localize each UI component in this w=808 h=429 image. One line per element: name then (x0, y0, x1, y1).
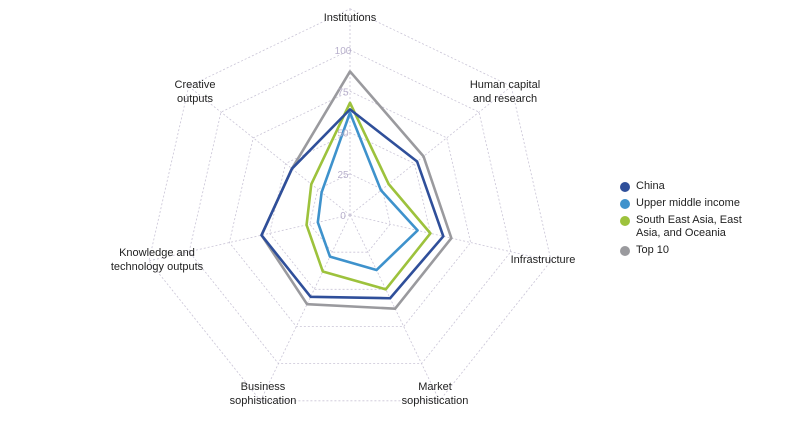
legend: China Upper middle income South East Asia,… (620, 180, 795, 261)
series-line-south-east-asia-east-asia-and-oceania (305, 101, 432, 291)
tick-label: 0 (340, 211, 346, 222)
legend-swatch (620, 182, 630, 192)
legend-swatch (620, 199, 630, 209)
axis-label: Infrastructure (510, 254, 576, 266)
legend-item: Top 10 (620, 244, 795, 257)
series-line-china (260, 108, 445, 300)
legend-item: China (620, 180, 795, 193)
axis-label: Human capital and research (469, 79, 541, 105)
tick-label: 100 (335, 46, 352, 57)
series-line-upper-middle-income (316, 111, 419, 272)
axis-label: Business sophistication (229, 381, 297, 407)
grid-ring (188, 49, 512, 365)
legend-label: China (636, 180, 665, 192)
tick-label: 25 (337, 170, 349, 181)
axis-label: Creative outputs (174, 79, 216, 105)
legend-label: Top 10 (636, 244, 670, 256)
series-line-top-10 (260, 70, 453, 310)
tick-label: 75 (337, 87, 349, 98)
grid-ring (228, 90, 472, 327)
legend-label: Upper middle income (636, 197, 740, 209)
legend-label: South East Asia, East Asia, and Oceania (636, 214, 742, 239)
grid-spoke (260, 214, 351, 401)
grid-ring (148, 8, 552, 402)
axis-label: Knowledge and technology outputs (110, 247, 204, 273)
tick-label: 50 (337, 129, 349, 140)
legend-item: South East Asia, East Asia, and Oceania (620, 214, 795, 240)
legend-swatch (620, 246, 630, 256)
axis-label: Institutions (323, 12, 377, 24)
axis-label: Market sophistication (401, 381, 469, 407)
grid-ring (269, 132, 431, 290)
legend-item: Upper middle income (620, 197, 795, 210)
legend-swatch (620, 216, 630, 226)
